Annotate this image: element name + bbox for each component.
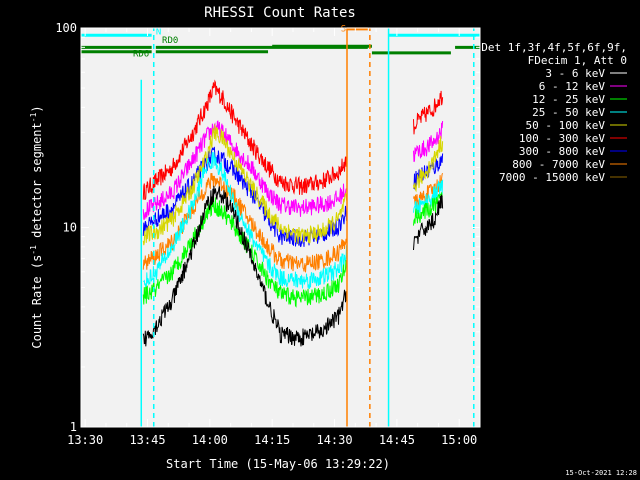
series-1-segment-2 bbox=[413, 90, 444, 135]
legend-label-4: 25 - 50 keV bbox=[532, 106, 605, 119]
y-axis-label-exponent: -1 bbox=[29, 245, 38, 255]
chart-title: RHESSI Count Rates bbox=[204, 5, 356, 21]
legend-label-7: 300 - 800 keV bbox=[519, 145, 605, 158]
axes-layer: 13:30 13:45 14:00 14:15 14:30 14:45 15:00 1 10 10… bbox=[55, 21, 481, 447]
legend-label-2: 6 - 12 keV bbox=[539, 80, 606, 93]
x-tick-label-6: 15:00 bbox=[441, 433, 477, 447]
flag-s-label: S bbox=[341, 25, 346, 35]
flag-rd6-label: RD6 bbox=[133, 49, 149, 59]
y-tick-label-1: 10 bbox=[63, 221, 77, 235]
y-axis-label-main: Count Rate (s bbox=[30, 255, 44, 349]
series-layer bbox=[142, 79, 444, 347]
x-axis-label: Start Time (15-May-06 13:29:22) bbox=[166, 457, 390, 471]
legend-header-line-2: FDecim 1, Att 0 bbox=[528, 54, 627, 67]
legend-label-9: 7000 - 15000 keV bbox=[499, 171, 605, 184]
y-axis-label-tail: detector segment bbox=[30, 122, 44, 245]
series-8 bbox=[142, 185, 444, 347]
flag-n-label: N bbox=[156, 27, 161, 37]
series-6 bbox=[143, 151, 444, 290]
flag-rd0-label: RD0 bbox=[162, 36, 178, 46]
x-tick-label-2: 14:00 bbox=[192, 433, 228, 447]
legend-label-3: 12 - 25 keV bbox=[532, 93, 605, 106]
legend-label-6: 100 - 300 keV bbox=[519, 132, 605, 145]
legend-label-1: 3 - 6 keV bbox=[545, 67, 605, 80]
x-tick-label-4: 14:30 bbox=[316, 433, 352, 447]
legend-header-line-1: Det 1f,3f,4f,5f,6f,9f, bbox=[481, 41, 627, 54]
legend: Det 1f,3f,4f,5f,6f,9f, FDecim 1, Att 0 3… bbox=[481, 41, 627, 184]
series-1-segment-1 bbox=[142, 79, 348, 200]
series-7-segment-2 bbox=[413, 192, 443, 226]
y-tick-label-0: 1 bbox=[70, 420, 77, 434]
series-4-segment-1 bbox=[142, 124, 348, 246]
generation-timestamp: 15-Oct-2021 12:28 bbox=[565, 469, 637, 477]
x-tick-label-0: 13:30 bbox=[67, 433, 103, 447]
y-axis-label-close: ) bbox=[30, 105, 44, 112]
legend-label-5: 50 - 100 keV bbox=[526, 119, 606, 132]
y-axis-label-exponent-2: -1 bbox=[29, 112, 38, 122]
x-tick-label-1: 13:45 bbox=[129, 433, 165, 447]
series-8-segment-1 bbox=[142, 185, 348, 347]
series-2 bbox=[142, 120, 444, 220]
y-axis-label: Count Rate (s-1 detector segment-1) bbox=[29, 105, 44, 348]
series-4 bbox=[142, 124, 444, 246]
series-8-segment-2 bbox=[413, 194, 444, 251]
series-4-segment-2 bbox=[413, 136, 444, 193]
series-2-segment-2 bbox=[413, 120, 444, 163]
y-tick-label-2: 100 bbox=[55, 21, 77, 35]
series-6-segment-1 bbox=[143, 151, 348, 290]
x-tick-label-3: 14:15 bbox=[254, 433, 290, 447]
series-2-segment-1 bbox=[142, 120, 348, 220]
x-tick-label-5: 14:45 bbox=[379, 433, 415, 447]
series-1 bbox=[142, 79, 444, 200]
series-6-segment-2 bbox=[413, 179, 444, 217]
legend-label-8: 800 - 7000 keV bbox=[512, 158, 605, 171]
